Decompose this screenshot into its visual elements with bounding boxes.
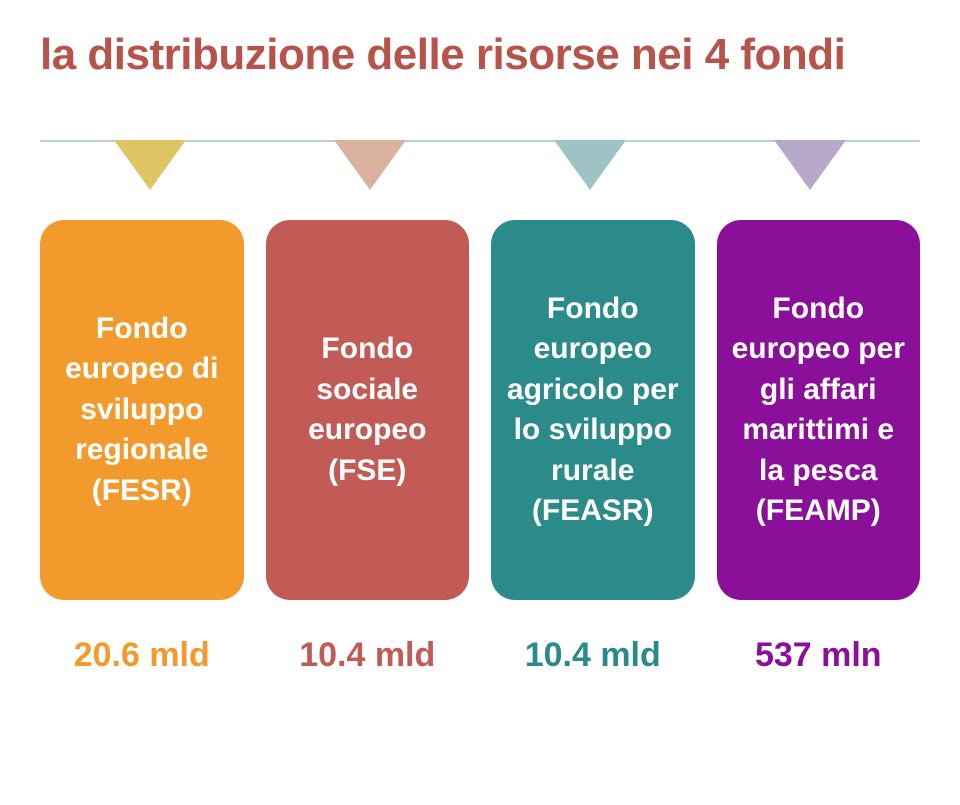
divider-area (40, 140, 920, 200)
fund-card-label: Fondo europeo per gli affari marittimi e… (731, 289, 907, 532)
fund-card-fesr: Fondo europeo di sviluppo regionale (FES… (40, 220, 244, 600)
card-row: Fondo europeo di sviluppo regionale (FES… (40, 220, 920, 600)
triangle-row (40, 140, 920, 190)
fund-card-label: Fondo europeo agricolo per lo sviluppo r… (505, 289, 681, 532)
triangle-icon (774, 140, 846, 190)
page-root: la distribuzione delle risorse nei 4 fon… (0, 0, 960, 805)
fund-card-fse: Fondo sociale europeo (FSE) (266, 220, 470, 600)
fund-value-feamp: 537 mln (717, 636, 921, 675)
value-row: 20.6 mld 10.4 mld 10.4 mld 537 mln (40, 636, 920, 675)
fund-card-feasr: Fondo europeo agricolo per lo sviluppo r… (491, 220, 695, 600)
triangle-icon (554, 140, 626, 190)
fund-value-feasr: 10.4 mld (491, 636, 695, 675)
triangle-icon (334, 140, 406, 190)
fund-value-fesr: 20.6 mld (40, 636, 244, 675)
triangle-icon (114, 140, 186, 190)
page-title: la distribuzione delle risorse nei 4 fon… (40, 30, 920, 80)
fund-card-label: Fondo europeo di sviluppo regionale (FES… (54, 309, 230, 512)
fund-card-feamp: Fondo europeo per gli affari marittimi e… (717, 220, 921, 600)
fund-card-label: Fondo sociale europeo (FSE) (280, 329, 456, 491)
fund-value-fse: 10.4 mld (266, 636, 470, 675)
